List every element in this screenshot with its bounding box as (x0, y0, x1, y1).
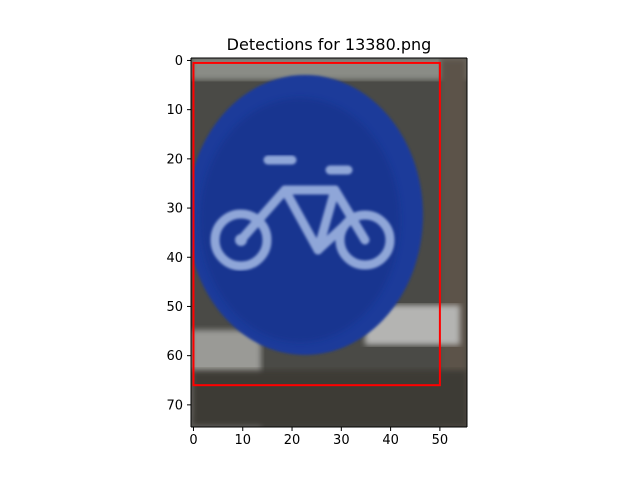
image-panel (191, 58, 467, 427)
chart-title: Detections for 13380.png (227, 35, 432, 54)
axes-frame (190, 57, 468, 428)
detection-box (192, 61, 441, 387)
x-tick-label: 20 (284, 433, 301, 448)
x-tick-label: 10 (234, 433, 251, 448)
photo-right-post (440, 58, 467, 427)
y-tick-label: 10 (166, 103, 183, 118)
y-axis: 0 10 20 30 40 50 60 70 (166, 54, 191, 413)
y-tick-label: 70 (166, 398, 183, 413)
y-tick-label: 20 (166, 152, 183, 167)
x-tick-label: 0 (189, 433, 197, 448)
bicycle-symbol (210, 155, 395, 271)
photo-top-strip (191, 58, 467, 80)
x-tick-label: 40 (382, 433, 399, 448)
photo-bottom-strip (191, 370, 467, 427)
y-tick-label: 50 (166, 300, 183, 315)
x-tick-label: 50 (432, 433, 449, 448)
y-tick-label: 40 (166, 251, 183, 266)
detections-layer (192, 61, 441, 387)
x-tick-label: 30 (333, 433, 350, 448)
y-tick-label: 60 (166, 349, 183, 364)
y-tick-label: 0 (175, 54, 183, 69)
y-tick-label: 30 (166, 202, 183, 217)
x-axis: 0 10 20 30 40 50 (189, 427, 448, 448)
